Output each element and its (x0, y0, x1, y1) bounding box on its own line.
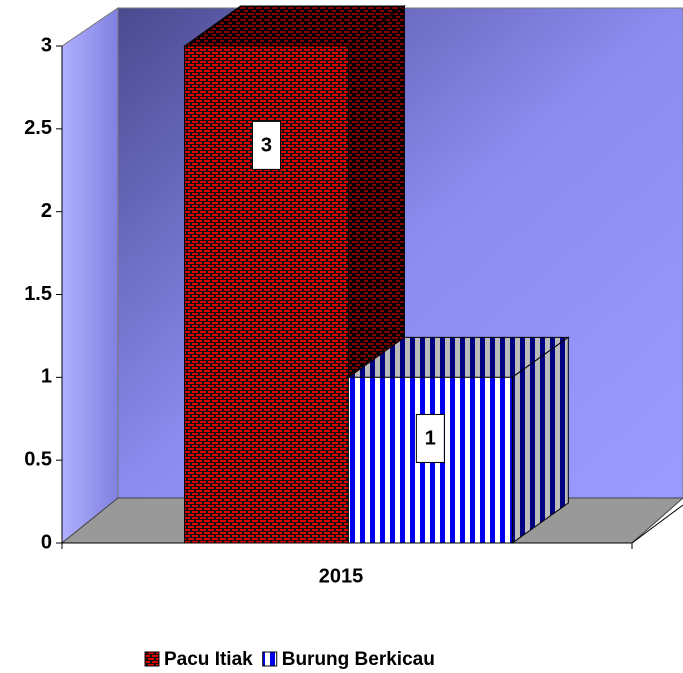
legend-swatch (262, 651, 278, 667)
side-wall (61, 7, 119, 545)
data-label-box (251, 120, 281, 170)
y-tick-label: 1 (41, 366, 52, 388)
legend: Pacu Itiak Burung Berkicau (144, 649, 435, 670)
data-label: 3 (261, 135, 272, 157)
legend-swatch (144, 651, 160, 667)
y-tick-label: 0.5 (24, 448, 52, 470)
y-tick-label: 3 (41, 34, 52, 56)
y-tick-label: 1.5 (24, 283, 52, 305)
y-tick-label: 2 (41, 200, 52, 222)
x-axis-depth (631, 504, 683, 544)
x-tick-label: 2015 (319, 565, 364, 587)
data-label-box (415, 413, 445, 463)
legend-label: Burung Berkicau (282, 649, 435, 670)
data-label: 1 (425, 428, 436, 450)
legend-label: Pacu Itiak (164, 649, 253, 670)
y-tick-label: 0 (41, 531, 52, 553)
bar (184, 45, 349, 544)
y-tick-label: 2.5 (24, 117, 52, 139)
